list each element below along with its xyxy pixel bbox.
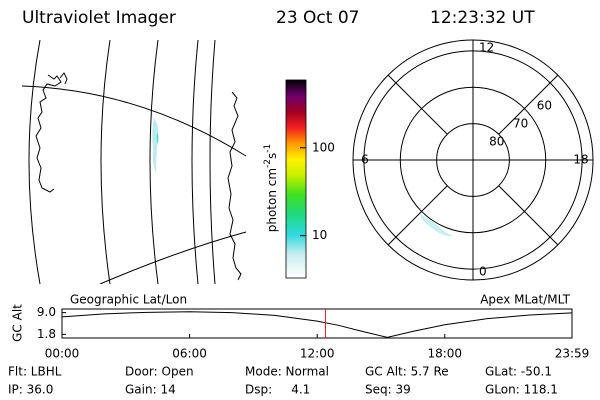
x-tick-label: 06:00: [172, 347, 207, 361]
mlt-diagonal: [498, 74, 559, 135]
y-tick-label: 9.0: [37, 305, 56, 319]
aurora-emission: [420, 214, 454, 237]
plot-frame: [61, 308, 573, 339]
mlt-label: 18: [573, 153, 588, 167]
unit-text: s: [265, 153, 279, 159]
aurora-emission: [152, 118, 159, 174]
instrument-title: Ultraviolet Imager: [22, 8, 176, 28]
coastline: [227, 91, 242, 281]
timeline: Geographic Lat/Lon Apex MLat/MLT GC Alt …: [11, 293, 590, 361]
status-field: Gain: 14: [125, 383, 176, 397]
status-field: GLon: 118.1: [485, 383, 558, 397]
timeline-right-title: Apex MLat/MLT: [480, 293, 570, 307]
mlt-label: 12: [479, 41, 494, 55]
status-field: GLat: -50.1: [485, 365, 552, 379]
status-field: GC Alt: 5.7 Re: [365, 365, 449, 379]
geographic-map: [21, 40, 247, 284]
meridian: [209, 40, 216, 284]
colorbar-tick-label: 10: [312, 228, 327, 242]
coastline: [35, 74, 62, 193]
status-field: Flt: LBHL: [8, 365, 62, 379]
meridian: [100, 40, 111, 284]
colorbar-label: photon cm-2s-1: [263, 144, 279, 233]
y-axis-label: GC Alt: [11, 304, 25, 342]
colorbar-tick-label: 100: [312, 140, 335, 154]
latitude-label: 60: [537, 99, 552, 113]
date: 23 Oct 07: [276, 8, 359, 28]
x-tick-label: 18:00: [427, 347, 462, 361]
parallel: [99, 231, 247, 284]
time: 12:23:32 UT: [430, 8, 535, 28]
status-field: Dsp: 4.1: [245, 383, 310, 397]
x-tick-label: 12:00: [300, 347, 335, 361]
mlt-label: 0: [479, 265, 487, 279]
coastline: [59, 72, 68, 85]
latitude-label: 70: [513, 117, 528, 131]
aurora-emission: [156, 132, 159, 144]
x-tick-label: 23:59: [555, 347, 590, 361]
colorbar: [285, 79, 307, 279]
parallel: [21, 85, 247, 157]
status-field: Mode: Normal: [245, 365, 329, 379]
unit-text: photon cm: [265, 168, 279, 232]
unit-exponent: -2: [263, 159, 273, 168]
status-field: IP: 36.0: [8, 383, 53, 397]
status-field: Door: Open: [125, 365, 194, 379]
meridian: [191, 40, 199, 284]
mlt-diagonal: [387, 185, 448, 246]
status-panel: Flt: LBHL IP: 36.0 Door: Open Gain: 14 Mode:…: [8, 365, 558, 397]
unit-exponent: -1: [263, 144, 273, 153]
meridian: [149, 40, 159, 284]
timeline-left-title: Geographic Lat/Lon: [70, 293, 187, 307]
x-tick-label: 00:00: [45, 347, 80, 361]
colorbar-ticks: 10 100: [300, 140, 335, 242]
status-field: Seq: 39: [365, 383, 411, 397]
mlt-diagonal: [498, 185, 559, 246]
latitude-label: 80: [489, 135, 504, 149]
mlt-diagonal: [387, 74, 448, 135]
y-tick-label: 1.8: [37, 327, 56, 341]
mlt-label: 6: [361, 153, 369, 167]
meridian: [28, 40, 41, 284]
altitude-curve: [61, 311, 573, 338]
